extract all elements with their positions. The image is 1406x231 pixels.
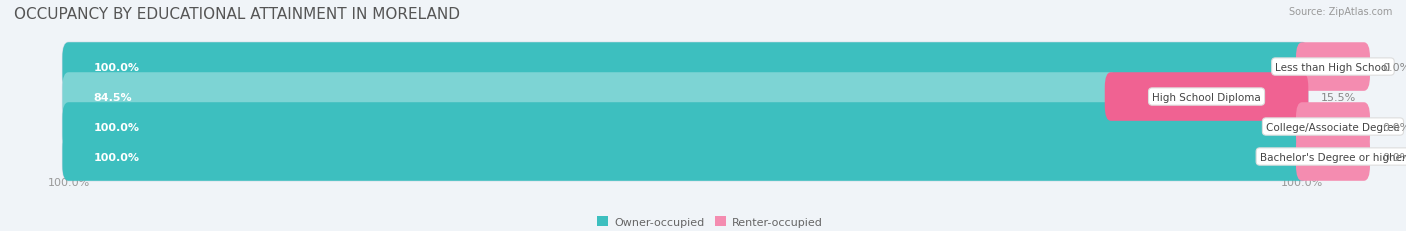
Text: OCCUPANCY BY EDUCATIONAL ATTAINMENT IN MORELAND: OCCUPANCY BY EDUCATIONAL ATTAINMENT IN M… <box>14 7 460 22</box>
FancyBboxPatch shape <box>62 73 1309 121</box>
FancyBboxPatch shape <box>62 133 1309 181</box>
Text: 0.0%: 0.0% <box>1382 122 1406 132</box>
FancyBboxPatch shape <box>62 103 1309 151</box>
Text: Less than High School: Less than High School <box>1275 62 1391 72</box>
Text: High School Diploma: High School Diploma <box>1152 92 1261 102</box>
Legend: Owner-occupied, Renter-occupied: Owner-occupied, Renter-occupied <box>593 212 827 231</box>
Text: Bachelor's Degree or higher: Bachelor's Degree or higher <box>1260 152 1406 162</box>
FancyBboxPatch shape <box>62 103 1309 151</box>
FancyBboxPatch shape <box>62 133 1309 181</box>
FancyBboxPatch shape <box>62 43 1309 91</box>
Text: 100.0%: 100.0% <box>93 62 139 72</box>
FancyBboxPatch shape <box>1296 133 1369 181</box>
FancyBboxPatch shape <box>1296 103 1369 151</box>
Text: 15.5%: 15.5% <box>1320 92 1355 102</box>
Text: 0.0%: 0.0% <box>1382 62 1406 72</box>
FancyBboxPatch shape <box>1105 73 1309 121</box>
Text: 100.0%: 100.0% <box>93 152 139 162</box>
Text: 100.0%: 100.0% <box>93 122 139 132</box>
FancyBboxPatch shape <box>1296 43 1369 91</box>
Text: College/Associate Degree: College/Associate Degree <box>1265 122 1400 132</box>
FancyBboxPatch shape <box>62 43 1309 91</box>
Text: 84.5%: 84.5% <box>93 92 132 102</box>
FancyBboxPatch shape <box>62 73 1118 121</box>
Text: Source: ZipAtlas.com: Source: ZipAtlas.com <box>1288 7 1392 17</box>
Text: 0.0%: 0.0% <box>1382 152 1406 162</box>
